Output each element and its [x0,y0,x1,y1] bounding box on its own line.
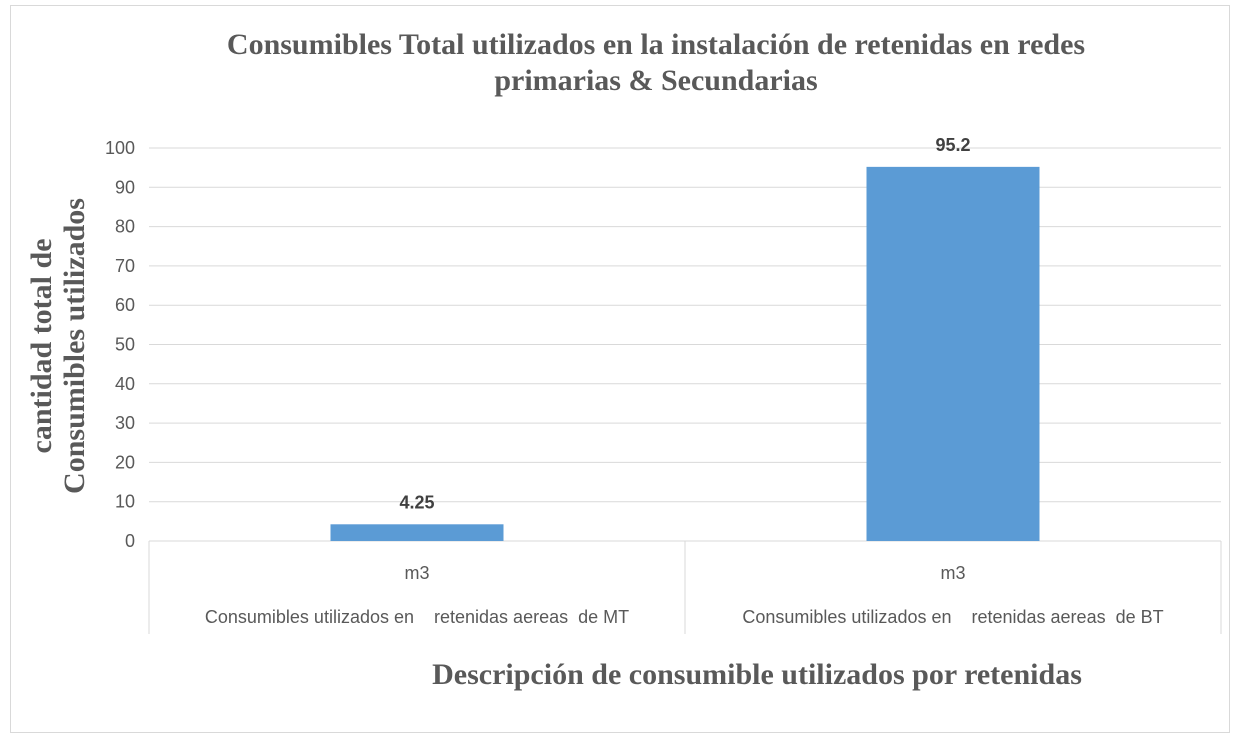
x-axis-title: Descripción de consumible utilizados por… [432,658,1082,691]
bar-1 [866,166,1040,541]
y-tick-label-0: 0 [125,531,135,551]
y-tick-label-20: 20 [115,452,135,472]
data-label-1: 95.2 [935,135,970,155]
y-tick-label-40: 40 [115,374,135,394]
chart-title-line-2: primarias & Secundarias [494,64,817,97]
chart-frame: Consumibles Total utilizados en la insta… [10,5,1230,733]
y-tick-label-50: 50 [115,335,135,355]
y-tick-label-70: 70 [115,256,135,276]
bar-0 [330,524,504,541]
y-tick-label-80: 80 [115,217,135,237]
y-axis-title-line-1: cantidad total de [25,238,58,453]
category-group-label-0: Consumibles utilizados en retenidas aere… [205,607,629,627]
data-label-0: 4.25 [399,492,434,512]
y-tick-label-10: 10 [115,492,135,512]
bar-chart: Consumibles Total utilizados en la insta… [25,28,1222,691]
y-tick-label-100: 100 [105,138,135,158]
y-tick-label-30: 30 [115,413,135,433]
y-tick-label-90: 90 [115,177,135,197]
category-unit-label-0: m3 [404,563,429,583]
category-group-label-1: Consumibles utilizados en retenidas aere… [742,607,1163,627]
y-axis-title-line-2: Consumibles utilizados [58,198,91,494]
y-tick-label-60: 60 [115,295,135,315]
chart-title-line-1: Consumibles Total utilizados en la insta… [227,28,1085,61]
category-unit-label-1: m3 [940,563,965,583]
